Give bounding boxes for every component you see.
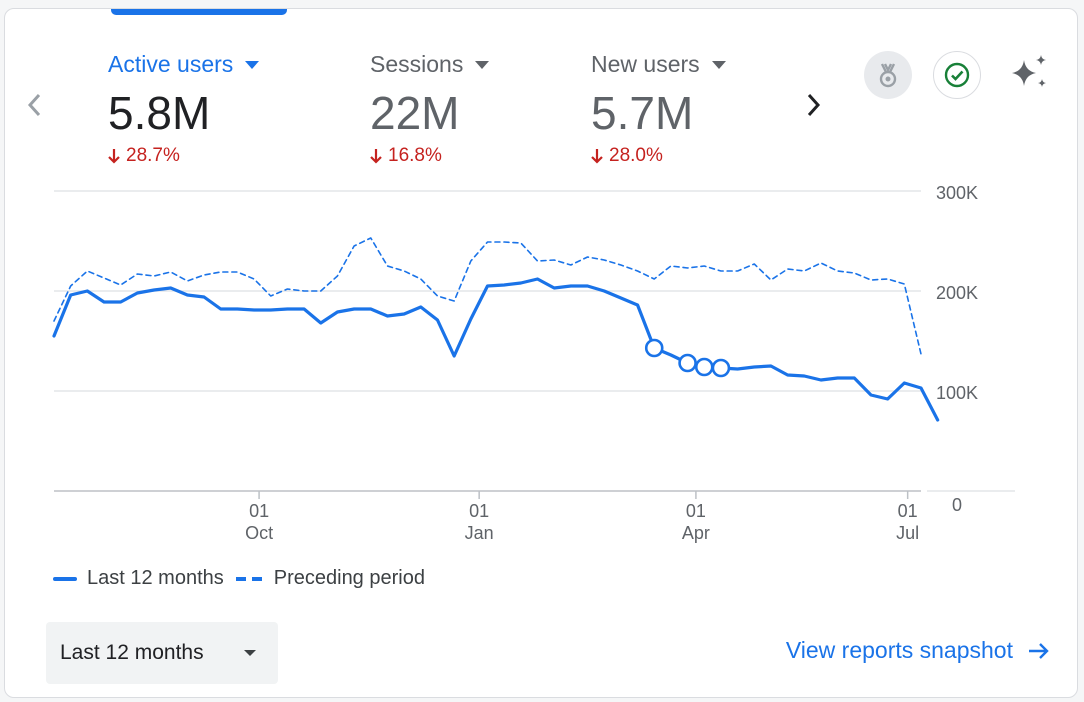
metric-label: New users: [591, 49, 726, 79]
x-tick-day: 01: [898, 501, 918, 521]
chevron-right-icon: [807, 93, 821, 117]
medal-button[interactable]: [864, 51, 912, 99]
legend-solid-swatch: [53, 576, 77, 581]
view-reports-snapshot-link[interactable]: View reports snapshot: [786, 637, 1051, 664]
legend-current: Last 12 months: [53, 567, 224, 590]
x-tick-day: 01: [249, 501, 269, 521]
y-tick-label: 300K: [936, 183, 978, 203]
x-tick-month: Jul: [896, 523, 919, 543]
metric-new-users[interactable]: New users 5.7M 28.0%: [591, 49, 726, 167]
x-tick-month: Apr: [682, 523, 710, 543]
sparkle-icon: [1012, 55, 1046, 87]
x-tick-month: Oct: [245, 523, 273, 543]
status-check-button[interactable]: [933, 51, 981, 99]
previous-metrics-button[interactable]: [23, 85, 47, 125]
users-overview-card: Active users 5.8M 28.7% Sessions 22M 16.…: [4, 8, 1078, 698]
metric-value: 22M: [370, 87, 460, 139]
metric-label: Sessions: [370, 49, 490, 79]
insights-button[interactable]: [1005, 49, 1053, 97]
arrow-down-icon: [108, 149, 120, 164]
metric-label: Active users: [108, 49, 260, 79]
arrow-down-icon: [591, 149, 603, 164]
metric-change: 28.7%: [108, 145, 259, 167]
metric-value: 5.8M: [108, 87, 211, 139]
date-range-select[interactable]: Last 12 months: [46, 622, 278, 684]
metric-value: 5.7M: [591, 87, 694, 139]
legend-previous: Preceding period: [235, 567, 425, 590]
caret-down-icon: [244, 650, 256, 656]
y-tick-label: 100K: [936, 383, 978, 403]
next-metrics-button[interactable]: [801, 85, 825, 125]
y-tick-label: 0: [952, 495, 962, 515]
legend-dashed-swatch: [235, 576, 262, 581]
active-tab-indicator: [111, 9, 287, 15]
arrow-down-icon: [370, 149, 382, 164]
chart-legend: Last 12 months Preceding period: [53, 567, 437, 590]
annotation-marker: [644, 338, 664, 358]
last-12-months-line: [52, 277, 940, 422]
annotation-marker: [711, 358, 731, 378]
arrow-right-icon: [1029, 642, 1049, 659]
medal-icon: [879, 63, 897, 88]
annotation-marker: [678, 353, 697, 373]
check-circle-icon: [944, 62, 970, 88]
caret-down-icon: [245, 61, 260, 69]
metric-change: 28.0%: [591, 145, 726, 167]
y-tick-label: 200K: [936, 283, 978, 303]
annotation-marker: [694, 357, 714, 377]
caret-down-icon: [475, 61, 490, 69]
metric-active-users[interactable]: Active users 5.8M 28.7%: [108, 49, 260, 167]
x-tick-month: Jan: [465, 523, 494, 543]
metric-sessions[interactable]: Sessions 22M 16.8%: [370, 49, 490, 167]
caret-down-icon: [711, 61, 726, 69]
metric-change: 16.8%: [370, 145, 489, 167]
chevron-left-icon: [27, 93, 41, 117]
preceding-period-line: [53, 237, 922, 355]
x-tick-day: 01: [686, 501, 706, 521]
x-tick-day: 01: [469, 501, 489, 521]
